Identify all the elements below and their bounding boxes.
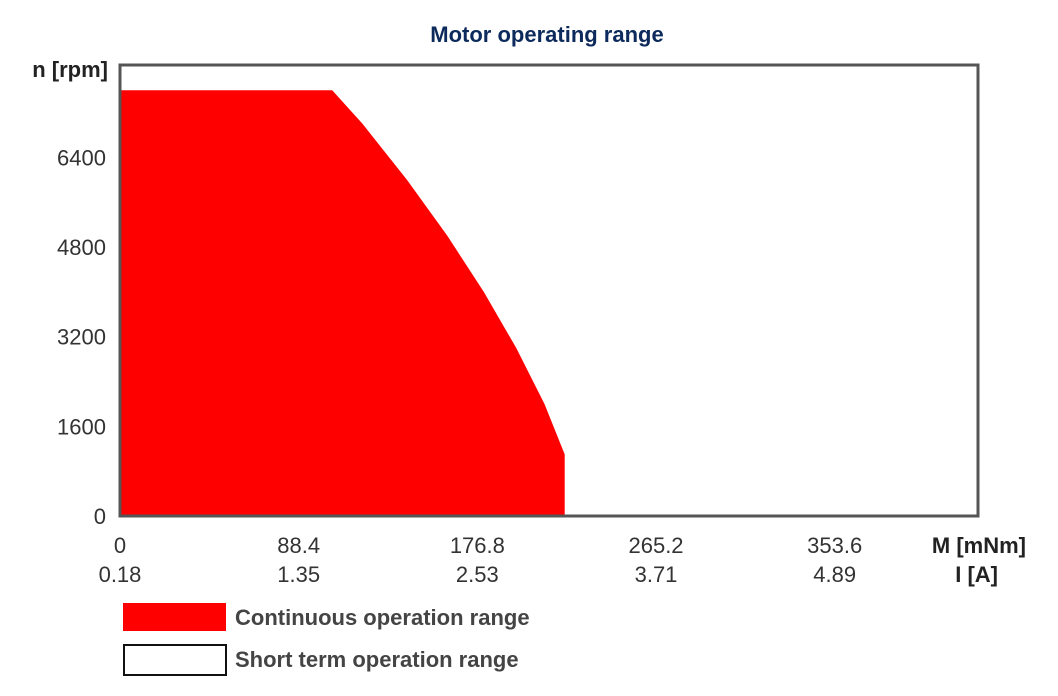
x2-tick-label: 1.35 (277, 562, 320, 587)
x2-tick-labels: 0.18 1.35 2.53 3.71 4.89 (99, 562, 857, 587)
x2-tick-label: 0.18 (99, 562, 142, 587)
y-tick-label: 1600 (57, 414, 106, 439)
chart-title: Motor operating range (430, 22, 663, 47)
x-tick-label: 353.6 (807, 533, 862, 558)
plot-area (118, 63, 980, 518)
x2-tick-label: 3.71 (635, 562, 678, 587)
y-tick-label: 4800 (57, 235, 106, 260)
y-axis-label: n [rpm] (32, 57, 108, 82)
x-tick-label: 88.4 (277, 533, 320, 558)
plot-frame (118, 63, 980, 518)
x2-tick-label: 4.89 (813, 562, 856, 587)
y-tick-labels: 0 1600 3200 4800 6400 (57, 145, 106, 529)
x-tick-label: 0 (114, 533, 126, 558)
y-tick-label: 6400 (57, 145, 106, 170)
legend: Continuous operation range Short term op… (123, 603, 530, 676)
y-tick-label: 3200 (57, 325, 106, 350)
x-tick-label: 265.2 (628, 533, 683, 558)
x-axis-label: M [mNm] (932, 533, 1026, 558)
x-tick-labels: 0 88.4 176.8 265.2 353.6 (114, 533, 862, 558)
legend-label-short-term: Short term operation range (235, 647, 519, 672)
continuous-range-area (120, 90, 565, 516)
legend-label-continuous: Continuous operation range (235, 605, 530, 630)
legend-swatch-short-term (123, 644, 227, 676)
x-tick-label: 176.8 (450, 533, 505, 558)
x2-tick-label: 2.53 (456, 562, 499, 587)
y-tick-label: 0 (94, 504, 106, 529)
legend-swatch-continuous (123, 603, 226, 631)
x2-axis-label: I [A] (955, 562, 998, 587)
